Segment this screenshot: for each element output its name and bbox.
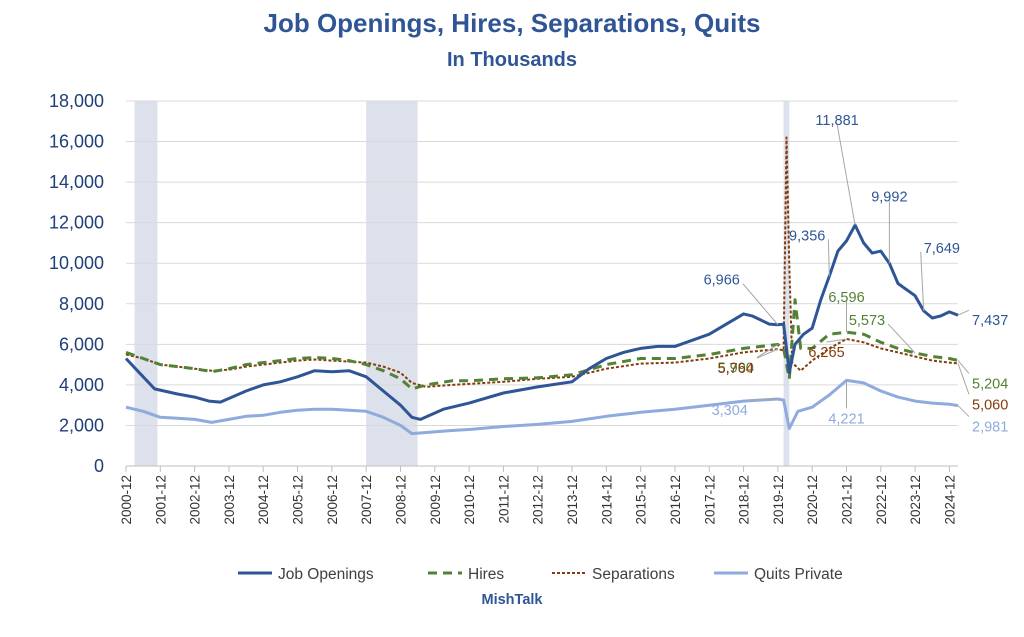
x-tick-label: 2009-12 xyxy=(428,475,443,525)
data-label: 5,573 xyxy=(849,313,885,329)
y-tick-label: 12,000 xyxy=(49,213,104,233)
y-axis: 0 2,000 4,000 6,000 8,000 10,000 12,000 14,000 1… xyxy=(49,91,104,476)
data-label: 5,764 xyxy=(718,361,754,377)
y-tick-label: 0 xyxy=(94,456,104,476)
y-tick-label: 16,000 xyxy=(49,132,104,152)
x-tick-label: 2018-12 xyxy=(737,475,752,525)
data-label-leader xyxy=(756,344,779,358)
data-label-leader xyxy=(957,360,970,374)
x-tick-label: 2011-12 xyxy=(496,475,511,524)
data-label: 11,881 xyxy=(815,113,858,129)
data-label-leader xyxy=(957,363,970,395)
y-tick-label: 6,000 xyxy=(59,334,104,354)
legend-label: Separations xyxy=(592,566,675,583)
x-tick-label: 2006-12 xyxy=(325,475,340,525)
data-label: 4,221 xyxy=(828,411,864,427)
data-label: 3,304 xyxy=(712,403,748,419)
x-tick-label: 2005-12 xyxy=(291,475,306,525)
x-tick-label: 2024-12 xyxy=(942,475,957,525)
data-label: 7,437 xyxy=(972,313,1008,329)
data-label: 9,356 xyxy=(789,228,825,244)
data-label-leader xyxy=(920,251,925,311)
data-label: 6,596 xyxy=(828,290,864,306)
data-label-leader xyxy=(836,123,856,226)
data-label-leader xyxy=(826,338,847,343)
x-tick-label: 2001-12 xyxy=(153,475,168,525)
source-label: MishTalk xyxy=(482,592,544,608)
x-tick-label: 2003-12 xyxy=(222,475,237,525)
x-axis: 2000-12 2001-12 2002-12 2003-12 2004-12 2005-… xyxy=(119,465,958,525)
data-label: 5,060 xyxy=(972,397,1008,413)
x-tick-label: 2016-12 xyxy=(668,475,683,525)
recession-band xyxy=(783,101,790,466)
data-label: 5,204 xyxy=(972,376,1008,392)
series-line-hires xyxy=(125,298,959,391)
data-label-leader xyxy=(750,398,778,401)
x-tick-label: 2020-12 xyxy=(805,475,820,525)
x-tick-label: 2021-12 xyxy=(839,475,854,525)
x-tick-label: 2007-12 xyxy=(359,475,374,525)
legend-label: Job Openings xyxy=(278,566,374,583)
legend-label: Hires xyxy=(468,566,504,583)
data-label-leader xyxy=(742,283,779,326)
data-label: 5,990 xyxy=(718,361,754,377)
chart-subtitle: In Thousands xyxy=(447,49,577,71)
y-tick-label: 10,000 xyxy=(49,253,104,273)
x-tick-label: 2013-12 xyxy=(565,475,580,525)
series-lines xyxy=(124,136,959,436)
x-tick-label: 2023-12 xyxy=(908,475,923,525)
series-line-job-openings xyxy=(124,223,959,421)
x-tick-label: 2022-12 xyxy=(874,475,889,525)
recession-band xyxy=(366,101,418,466)
y-tick-label: 14,000 xyxy=(49,172,104,192)
x-tick-label: 2008-12 xyxy=(393,475,408,525)
y-tick-label: 2,000 xyxy=(59,415,104,435)
data-label: 2,981 xyxy=(972,420,1008,436)
data-label: 6,265 xyxy=(808,345,844,361)
chart-title: Job Openings, Hires, Separations, Quits xyxy=(264,8,761,38)
data-label-leader xyxy=(957,309,970,316)
x-tick-label: 2014-12 xyxy=(599,475,614,525)
x-tick-label: 2000-12 xyxy=(119,475,134,525)
x-tick-label: 2019-12 xyxy=(771,475,786,525)
y-tick-label: 18,000 xyxy=(49,91,104,111)
data-label: 9,992 xyxy=(871,189,907,205)
recession-bands xyxy=(134,101,790,466)
x-tick-label: 2015-12 xyxy=(634,475,649,525)
data-label: 7,649 xyxy=(924,241,960,257)
data-label-leader xyxy=(827,239,830,277)
data-label-leader xyxy=(887,323,916,354)
x-tick-label: 2017-12 xyxy=(702,475,717,525)
data-label-leader xyxy=(957,405,970,417)
data-label-leader xyxy=(756,348,779,359)
x-tick-label: 2012-12 xyxy=(531,475,546,525)
y-tick-label: 4,000 xyxy=(59,375,104,395)
x-tick-label: 2010-12 xyxy=(462,475,477,525)
legend: Job Openings Hires Separations Quits Privat… xyxy=(238,566,843,583)
data-label: 6,966 xyxy=(704,273,740,289)
x-tick-label: 2004-12 xyxy=(256,475,271,525)
data-labels: 6,966 9,356 11,881 9,992 7,649 7,437 5,990 6,59… xyxy=(704,113,1009,435)
series-line-quits-private xyxy=(125,378,959,436)
y-tick-label: 8,000 xyxy=(59,294,104,314)
legend-label: Quits Private xyxy=(754,566,843,583)
x-tick-label: 2002-12 xyxy=(188,475,203,525)
